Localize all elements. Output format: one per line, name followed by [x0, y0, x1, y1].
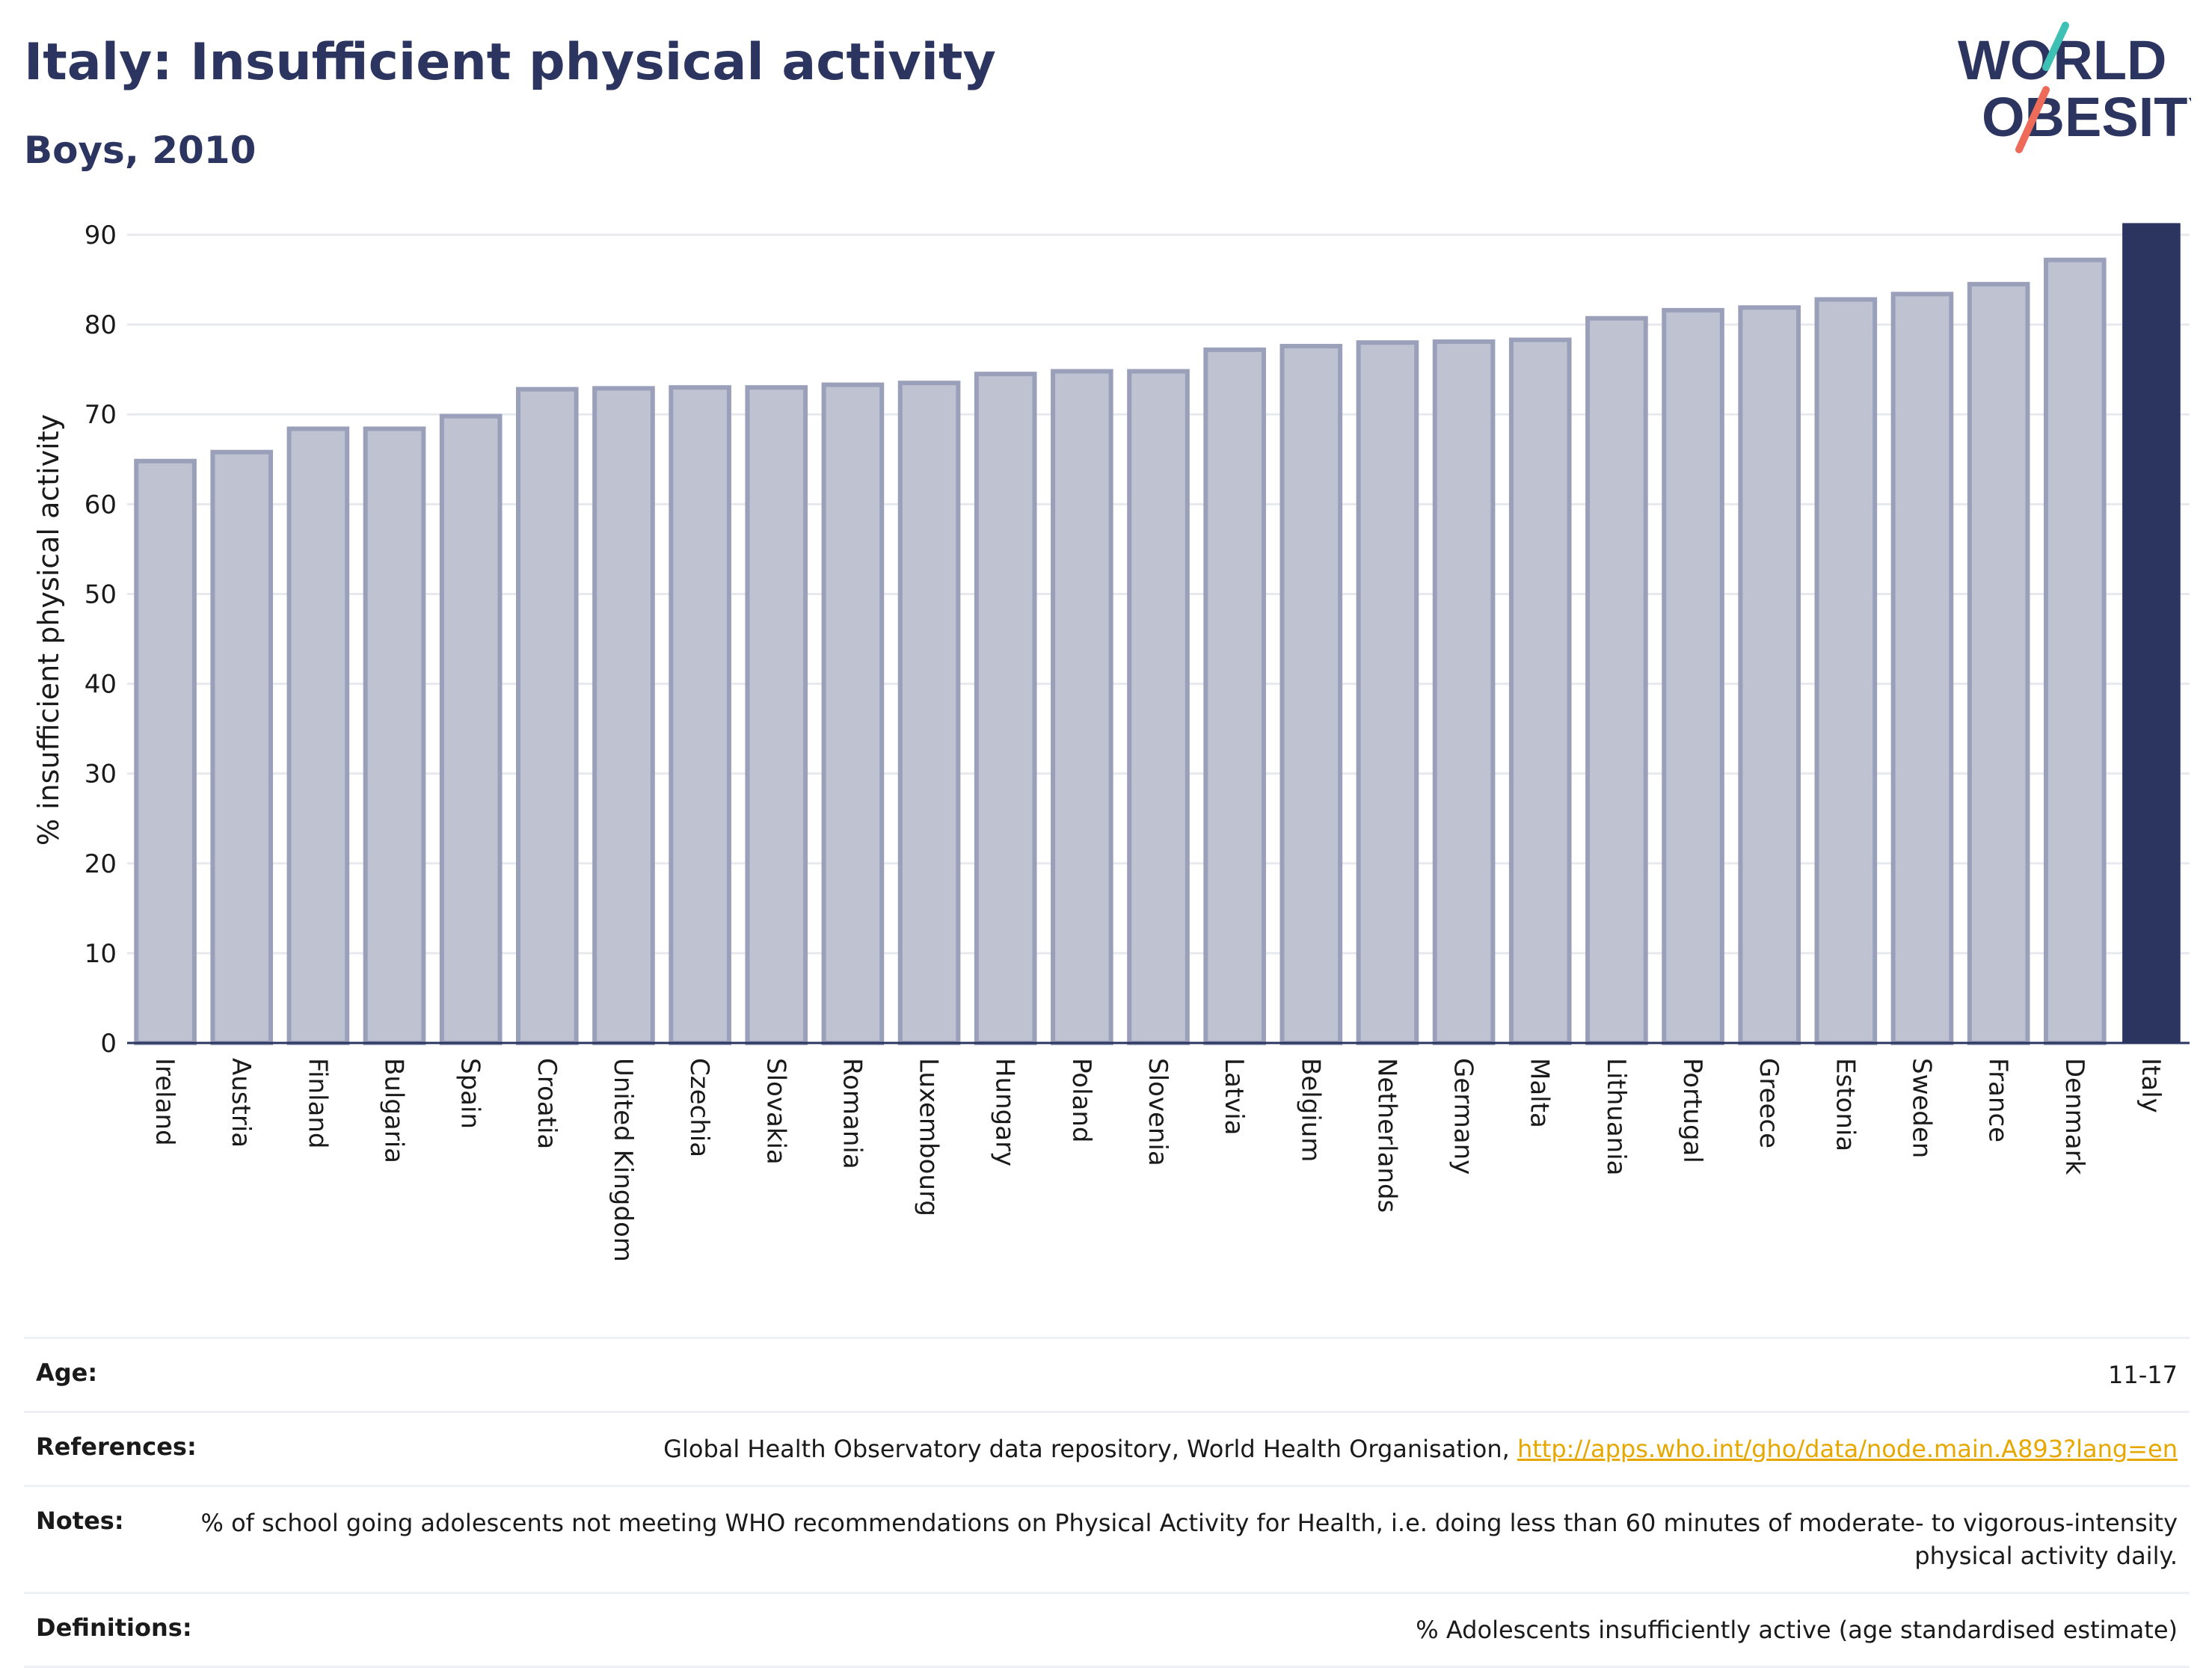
- x-tick-label: Belgium: [1295, 1058, 1325, 1162]
- x-tick-label: Luxembourg: [914, 1058, 944, 1216]
- bar-malta: [1508, 337, 1572, 1046]
- x-tick-label: Netherlands: [1371, 1058, 1401, 1213]
- y-tick-label: 30: [85, 760, 117, 790]
- bar-austria: [210, 449, 274, 1046]
- logo-text-obesity: OBESITY: [1982, 86, 2191, 148]
- bar-croatia: [515, 387, 579, 1045]
- y-tick-label: 10: [85, 939, 117, 969]
- logo-slash-coral: [2015, 86, 2050, 153]
- x-tick-label: Estonia: [1830, 1058, 1860, 1151]
- meta-label: References:: [36, 1432, 197, 1461]
- bar-latvia: [1203, 347, 1266, 1045]
- x-tick-label: Portugal: [1677, 1058, 1707, 1163]
- meta-label: Age:: [36, 1358, 98, 1387]
- x-tick-label: Austria: [226, 1058, 256, 1148]
- x-tick-label: Finland: [302, 1058, 332, 1149]
- x-tick-label: Spain: [455, 1058, 485, 1129]
- bar-sweden: [1890, 292, 1954, 1046]
- meta-value: % Adolescents insufficiently active (age…: [1416, 1613, 2178, 1646]
- x-tick-label: Germany: [1448, 1058, 1478, 1175]
- x-tick-label: Malta: [1525, 1058, 1555, 1128]
- x-tick-label: Denmark: [2059, 1058, 2089, 1175]
- bar-denmark: [2043, 257, 2107, 1045]
- bar-chart: 0 10 20 30 40 50 60 70 80 90 Ireland Austria Finland…: [32, 221, 2190, 1262]
- x-tick-label: Greece: [1754, 1058, 1784, 1148]
- meta-row-definitions: Definitions: % Adolescents insufficiently…: [24, 1592, 2190, 1668]
- x-tick-label: Czechia: [684, 1058, 714, 1157]
- bar-ireland: [134, 458, 197, 1045]
- x-tick-label: Poland: [1066, 1058, 1096, 1143]
- x-tick-label: Latvia: [1219, 1058, 1249, 1136]
- x-tick-label: Sweden: [1906, 1058, 1936, 1158]
- bar-spain: [439, 413, 503, 1045]
- tick-labels: 0 10 20 30 40 50 60 70 80 90 Ireland Austria Finland…: [85, 221, 2166, 1262]
- y-tick-label: 50: [85, 579, 117, 609]
- x-tick-label: Slovakia: [761, 1058, 790, 1165]
- meta-value: 11-17: [2108, 1358, 2178, 1391]
- bar-italy: [2122, 223, 2181, 1043]
- x-tick-label: Slovenia: [1143, 1058, 1173, 1166]
- bar-hungary: [974, 372, 1037, 1045]
- x-tick-label: France: [1983, 1058, 2013, 1142]
- logo-slash-teal: [2042, 22, 2069, 71]
- bar-greece: [1738, 305, 1801, 1046]
- x-tick-label: Ireland: [150, 1058, 179, 1146]
- y-tick-label: 80: [85, 310, 117, 340]
- bars: [134, 223, 2181, 1046]
- bar-lithuania: [1585, 316, 1648, 1045]
- meta-value: Global Health Observatory data repositor…: [663, 1432, 2178, 1465]
- meta-row-references: References: Global Health Observatory dat…: [24, 1411, 2190, 1485]
- x-tick-label: Hungary: [990, 1058, 1020, 1166]
- bar-romania: [821, 382, 885, 1045]
- bar-netherlands: [1356, 340, 1419, 1046]
- y-tick-label: 20: [85, 849, 117, 879]
- x-tick-label: Bulgaria: [379, 1058, 409, 1163]
- chart-title: Italy: Insufficient physical activity: [24, 33, 996, 92]
- bar-slovakia: [745, 385, 808, 1045]
- y-tick-label: 40: [85, 670, 117, 700]
- y-tick-label: 90: [85, 221, 117, 250]
- bar-portugal: [1662, 307, 1724, 1046]
- bar-estonia: [1814, 297, 1878, 1045]
- y-axis-label: % insufficient physical activity: [32, 414, 65, 846]
- bar-belgium: [1279, 343, 1343, 1045]
- meta-value-text: Global Health Observatory data repositor…: [663, 1435, 1517, 1463]
- x-tick-label: Croatia: [532, 1058, 562, 1149]
- x-tick-label: Romania: [837, 1058, 867, 1169]
- meta-row-notes: Notes: % of school going adolescents not …: [24, 1485, 2190, 1592]
- bar-france: [1967, 282, 2030, 1045]
- meta-label: Notes:: [36, 1507, 124, 1535]
- meta-value: % of school going adolescents not meetin…: [154, 1507, 2178, 1572]
- x-tick-label: United Kingdom: [608, 1058, 638, 1262]
- bar-finland: [286, 426, 350, 1045]
- y-tick-label: 60: [85, 490, 117, 520]
- chart-subtitle: Boys, 2010: [24, 129, 256, 172]
- x-tick-label: Lithuania: [1601, 1058, 1631, 1175]
- meta-row-age: Age: 11-17: [24, 1337, 2190, 1411]
- bar-bulgaria: [363, 426, 426, 1045]
- bar-poland: [1051, 369, 1113, 1045]
- bar-luxembourg: [897, 381, 961, 1045]
- world-obesity-logo: WORLD OBESITY: [1958, 22, 2191, 153]
- meta-label: Definitions:: [36, 1613, 192, 1642]
- y-tick-label: 0: [100, 1029, 117, 1059]
- metadata-table: Age: 11-17 References: Global Health Observ…: [24, 1337, 2190, 1668]
- bar-slovenia: [1127, 369, 1190, 1045]
- bar-united-kingdom: [592, 386, 655, 1046]
- reference-link[interactable]: http://apps.who.int/gho/data/node.main.A…: [1517, 1435, 2178, 1463]
- meta-value-text: % Adolescents insufficiently active (age…: [1416, 1616, 2178, 1644]
- meta-value-text: 11-17: [2108, 1361, 2178, 1389]
- y-tick-label: 70: [85, 400, 117, 430]
- bar-germany: [1432, 339, 1496, 1045]
- meta-value-text: % of school going adolescents not meetin…: [200, 1509, 2178, 1570]
- x-tick-label: Italy: [2136, 1058, 2166, 1113]
- bar-czechia: [669, 385, 731, 1045]
